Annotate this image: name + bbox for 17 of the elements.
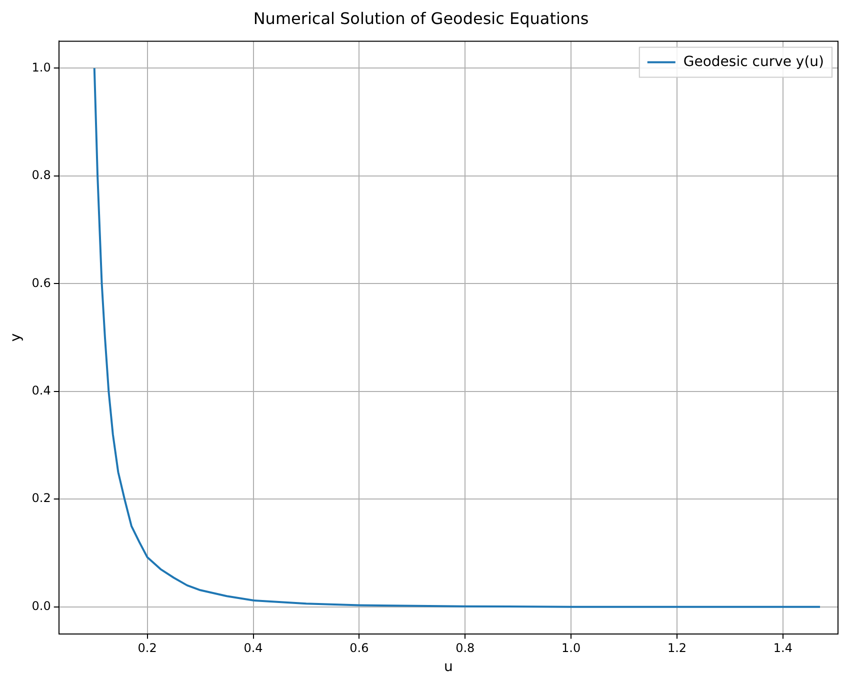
x-axis-title: u [444, 659, 453, 676]
y-tick-label: 0.0 [32, 598, 51, 613]
x-tick-label: 0.6 [350, 641, 369, 656]
y-tick-label: 0.2 [32, 491, 51, 506]
x-tick-label: 0.2 [138, 641, 157, 656]
y-tick-label: 0.4 [32, 384, 51, 398]
y-tick-label: 0.6 [32, 276, 51, 290]
y-axis-title: y [8, 333, 24, 342]
x-tick-label: 0.4 [244, 641, 263, 656]
y-tick-label: 0.8 [32, 168, 51, 182]
y-tick-label: 1.0 [32, 60, 51, 74]
x-tick-label: 0.8 [456, 641, 475, 656]
x-tick-label: 1.2 [667, 641, 687, 656]
legend-label: Geodesic curve y(u) [683, 54, 824, 70]
x-tick-label: 1.0 [562, 641, 581, 656]
chart-title: Numerical Solution of Geodesic Equations [253, 8, 589, 28]
x-tick-label: 1.4 [773, 641, 792, 656]
